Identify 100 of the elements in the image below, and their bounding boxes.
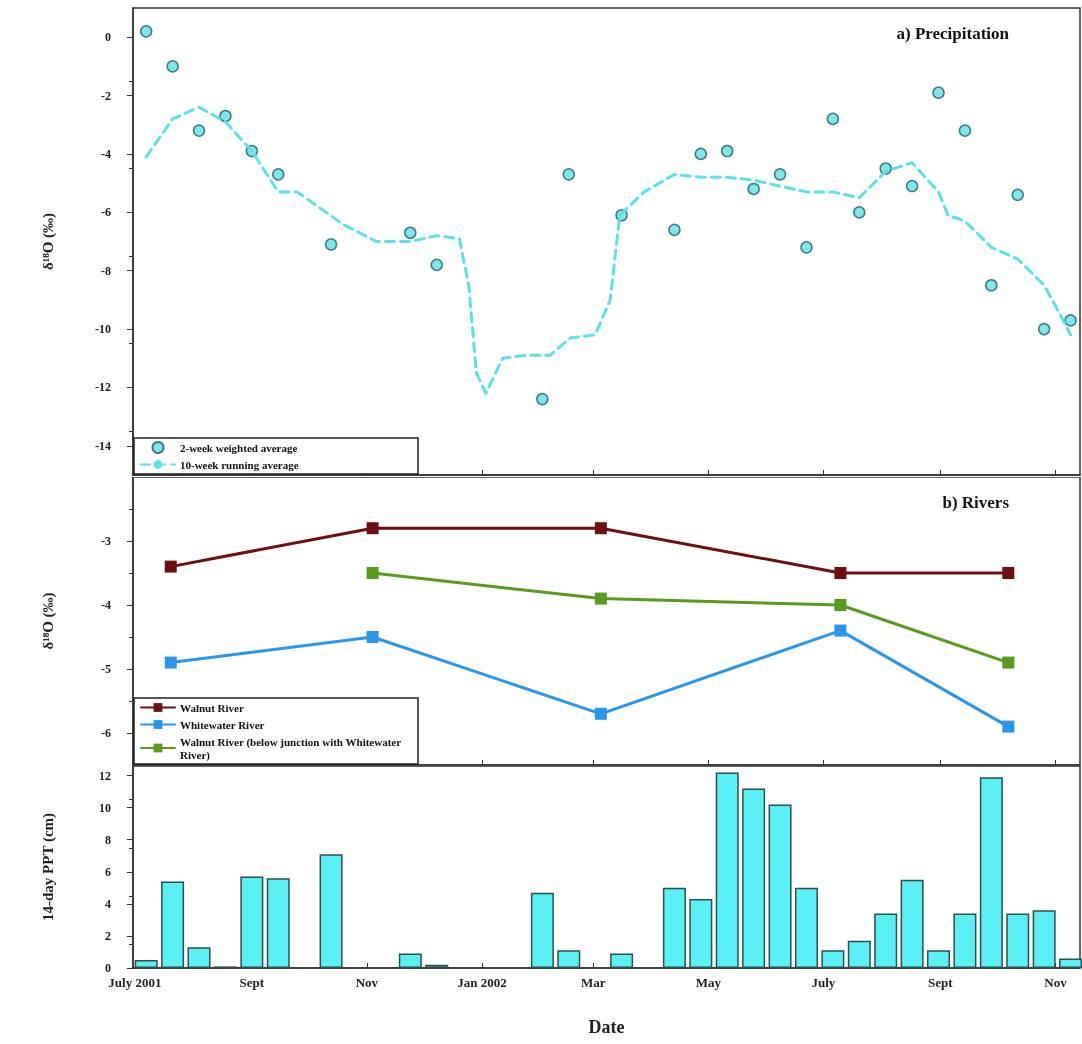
point <box>192 124 206 137</box>
bar <box>610 953 634 968</box>
y-tick-label: -2 <box>101 88 111 103</box>
y-axis-title: δ¹⁸O (‰) <box>39 212 57 271</box>
y-tick-label: 0 <box>105 961 111 975</box>
bar <box>715 772 739 968</box>
point <box>905 179 919 193</box>
bar <box>874 913 898 968</box>
bar <box>742 788 766 968</box>
point <box>1002 567 1015 579</box>
point <box>694 147 708 161</box>
point <box>834 624 847 637</box>
x-tick-label: July <box>811 975 836 990</box>
y-tick-label: 8 <box>105 832 111 847</box>
x-axis-title: Date <box>588 1017 625 1037</box>
x-tick-label: July 2001 <box>108 975 162 990</box>
point <box>668 223 681 237</box>
bar <box>266 878 290 968</box>
y-tick-label: -4 <box>101 146 111 161</box>
point <box>747 182 760 196</box>
point <box>404 226 417 239</box>
point <box>366 522 379 535</box>
y-tick-label: -10 <box>95 322 111 337</box>
point <box>1011 188 1024 202</box>
bar <box>900 879 924 968</box>
point <box>430 258 443 272</box>
point <box>834 599 847 611</box>
point <box>985 279 998 292</box>
y-tick-label: 10 <box>99 800 111 815</box>
y-tick-label: -12 <box>95 380 111 395</box>
bar <box>530 892 554 968</box>
bar <box>1006 913 1030 968</box>
x-tick-label: Sept <box>239 975 265 990</box>
point <box>773 168 787 181</box>
legend-label: Whitewater River <box>180 718 265 731</box>
x-tick-label: Mar <box>581 975 606 990</box>
bar <box>953 913 977 968</box>
y-tick-label: 2 <box>105 928 111 943</box>
x-tick-label: May <box>695 975 722 990</box>
y-axis-title: 14-day PPT (cm) <box>39 812 57 922</box>
text: b) Rivers <box>942 493 1010 512</box>
point <box>1064 314 1077 327</box>
bar <box>689 899 713 968</box>
bar <box>821 950 845 968</box>
bar <box>557 950 581 968</box>
point <box>932 86 945 99</box>
x-tick-label: Sept <box>928 975 954 990</box>
bar <box>134 959 158 968</box>
point <box>324 238 338 251</box>
bar <box>398 953 422 968</box>
bar <box>240 876 264 968</box>
y-tick-label: 12 <box>99 768 111 783</box>
x-tick-label: Nov <box>355 975 379 990</box>
bar <box>662 887 686 968</box>
point <box>853 206 866 219</box>
point <box>219 109 232 123</box>
y-tick-label: 0 <box>105 30 111 45</box>
y-tick-label: 4 <box>105 896 111 911</box>
y-tick-label: -8 <box>101 263 111 278</box>
x-tick-label: Jan 2002 <box>457 975 507 990</box>
y-tick-label: -6 <box>101 205 111 220</box>
legend-label: Walnut River <box>180 701 244 714</box>
point <box>834 567 847 579</box>
point <box>720 144 734 158</box>
line-series <box>144 105 1073 395</box>
point <box>166 60 179 73</box>
y-tick-label: 6 <box>105 864 111 879</box>
bar <box>768 804 792 968</box>
point <box>1037 322 1051 336</box>
legend-label: Walnut River (below junction with Whitewater River) <box>180 735 404 762</box>
point <box>164 560 177 573</box>
text: a) Precipitation <box>896 24 1010 43</box>
point <box>1002 656 1015 669</box>
bar <box>161 881 185 968</box>
x-tick-label: Nov <box>1044 975 1068 990</box>
y-tick-label: -14 <box>95 438 111 453</box>
point <box>366 567 379 579</box>
bar <box>1032 910 1056 968</box>
y-axis-title: δ¹⁸O (‰) <box>39 592 57 650</box>
y-tick-label: -6 <box>101 726 111 740</box>
y-tick-label: -5 <box>101 662 111 676</box>
bar <box>319 854 343 968</box>
bar <box>979 777 1003 968</box>
bar <box>794 887 818 968</box>
point <box>562 168 576 181</box>
point <box>594 592 607 605</box>
y-tick-label: -3 <box>101 534 111 548</box>
point <box>366 631 379 643</box>
point <box>958 124 972 137</box>
point <box>272 168 285 181</box>
point <box>164 656 177 669</box>
legend-label: 10-week running average <box>180 458 299 471</box>
point <box>1002 720 1015 733</box>
point <box>536 392 549 406</box>
legend-label: 2-week weighted average <box>180 441 298 454</box>
y-tick-label: -4 <box>101 598 111 612</box>
bar <box>187 947 211 968</box>
point <box>800 241 813 254</box>
bar <box>927 950 951 968</box>
point <box>594 522 607 535</box>
